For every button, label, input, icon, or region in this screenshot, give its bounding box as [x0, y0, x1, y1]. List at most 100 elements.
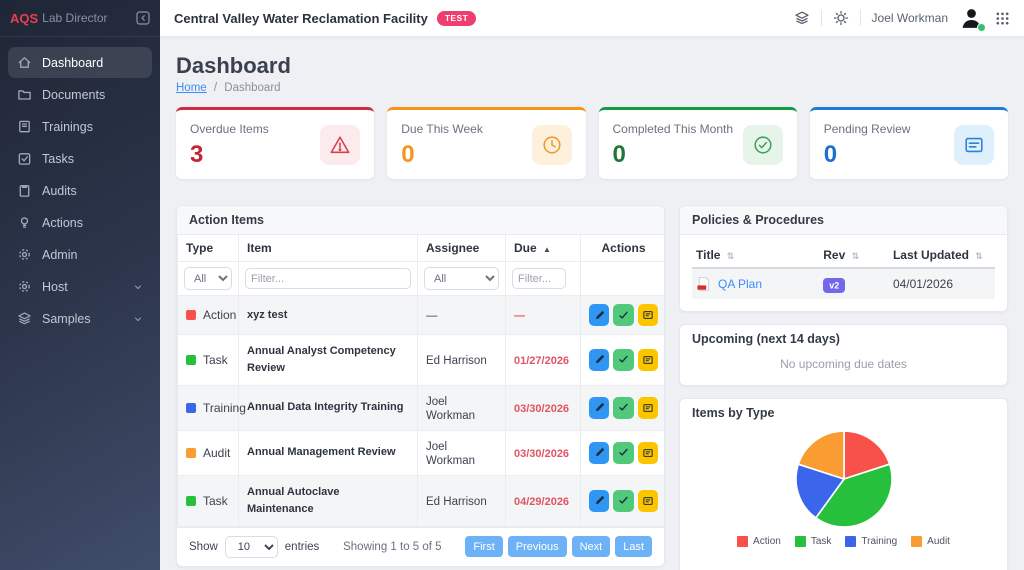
items-by-type-panel: Items by Type Action Task Training Audit [679, 398, 1008, 570]
pie-slice-task[interactable] [814, 463, 893, 528]
first-page-button[interactable]: First [465, 536, 503, 558]
pdf-file-icon [697, 276, 710, 292]
item-name: Annual Data Integrity Training [247, 401, 404, 414]
due-filter-input[interactable] [512, 268, 566, 289]
chevron-down-icon [133, 314, 143, 324]
stat-label: Pending Review [823, 122, 911, 136]
stat-card-completed: Completed This Month 0 [598, 107, 797, 179]
edit-button[interactable] [589, 441, 610, 464]
stat-label: Overdue Items [190, 122, 269, 136]
complete-button[interactable] [613, 396, 634, 419]
sidebar-item-label: Audits [42, 183, 77, 198]
table-row: QA Plan v2 04/01/2026 [692, 268, 995, 299]
notes-button[interactable] [637, 441, 658, 464]
brand-suffix: Lab Director [42, 11, 108, 25]
column-header-due[interactable]: Due ▲ [505, 235, 581, 262]
upcoming-empty-text: No upcoming due dates [780, 357, 907, 371]
edit-button[interactable] [589, 489, 610, 512]
column-header-assignee[interactable]: Assignee [417, 235, 506, 262]
sidebar-item-samples[interactable]: Samples [8, 303, 152, 334]
item-filter-input[interactable] [245, 268, 411, 289]
layers-icon[interactable] [794, 10, 810, 26]
legend-item-action[interactable]: Action [737, 536, 781, 547]
stat-value: 0 [612, 141, 626, 168]
breadcrumb-current: Dashboard [224, 82, 281, 94]
due-date: 01/27/2026 [514, 354, 570, 367]
user-avatar[interactable] [959, 6, 986, 32]
type-color-swatch [186, 310, 196, 320]
type-color-swatch [186, 447, 196, 458]
sidebar-item-audits[interactable]: Audits [8, 175, 152, 206]
sidebar-item-documents[interactable]: Documents [8, 79, 152, 110]
gear-icon [19, 249, 30, 260]
complete-button[interactable] [613, 348, 634, 371]
assignee: Joel Workman [426, 395, 475, 422]
stats-row: Overdue Items 3 Due This Week 0 [176, 107, 1008, 179]
sidebar-item-admin[interactable]: Admin [8, 239, 152, 270]
notes-button[interactable] [637, 348, 658, 371]
column-header-title[interactable]: Title ⇅ [692, 243, 820, 269]
type-label: Task [203, 352, 228, 367]
edit-button[interactable] [589, 304, 610, 326]
environment-badge: TEST [436, 10, 477, 26]
type-filter-select[interactable]: All [184, 267, 232, 290]
sidebar-item-actions[interactable]: Actions [8, 207, 152, 238]
legend-swatch [845, 536, 857, 547]
document-link[interactable]: QA Plan [718, 277, 763, 291]
complete-button[interactable] [613, 304, 634, 326]
legend-item-training[interactable]: Training [845, 536, 897, 547]
column-header-rev[interactable]: Rev ⇅ [819, 243, 889, 269]
last-updated: 04/01/2026 [892, 277, 953, 291]
pie-slice-training[interactable] [794, 463, 845, 519]
breadcrumb: Home / Dashboard [176, 82, 1008, 94]
page-size-select[interactable]: 10 [224, 535, 278, 558]
complete-button[interactable] [613, 489, 634, 512]
showing-status: Showing 1 to 5 of 5 [343, 540, 442, 553]
legend-item-task[interactable]: Task [794, 536, 831, 547]
assignee-filter-select[interactable]: All [424, 267, 499, 290]
column-header-updated[interactable]: Last Updated ⇅ [888, 243, 995, 269]
apps-grid-icon[interactable] [995, 11, 1010, 26]
pie-slice-audit[interactable] [796, 430, 845, 481]
edit-button[interactable] [589, 396, 610, 419]
stat-card-due-week: Due This Week 0 [387, 107, 586, 179]
column-header-item[interactable]: Item [238, 235, 418, 262]
notes-button[interactable] [637, 489, 658, 512]
notes-button[interactable] [637, 396, 658, 419]
type-color-swatch [186, 402, 196, 413]
entries-label: entries [284, 540, 320, 553]
column-header-actions: Actions [580, 235, 664, 262]
upcoming-title: Upcoming (next 14 days) [680, 325, 1007, 353]
check-square-icon [18, 153, 31, 165]
last-page-button[interactable]: Last [615, 536, 652, 558]
stat-value: 0 [401, 141, 415, 168]
online-status-dot [977, 22, 986, 32]
table-row: Audit Annual Management Review Joel Work… [177, 430, 664, 476]
sidebar-collapse-icon[interactable] [136, 11, 150, 25]
card-text-icon [954, 124, 994, 165]
item-name: Annual Autoclave Maintenance [247, 485, 340, 515]
sidebar-item-host[interactable]: Host [8, 271, 152, 302]
table-row: Task Annual Autoclave Maintenance Ed Har… [177, 475, 664, 527]
sidebar-item-trainings[interactable]: Trainings [8, 111, 152, 142]
legend-item-audit[interactable]: Audit [911, 536, 950, 547]
action-items-panel: Action Items Type Item Assignee Due ▲ Ac [176, 205, 665, 567]
complete-button[interactable] [613, 441, 634, 464]
column-header-type[interactable]: Type [177, 235, 239, 262]
previous-page-button[interactable]: Previous [507, 536, 567, 558]
breadcrumb-home-link[interactable]: Home [176, 82, 207, 94]
lightbulb-icon [20, 217, 29, 228]
sidebar-item-label: Samples [42, 311, 91, 326]
edit-button[interactable] [589, 348, 610, 371]
sidebar-item-dashboard[interactable]: Dashboard [8, 47, 152, 78]
stat-card-pending: Pending Review 0 [809, 107, 1008, 179]
next-page-button[interactable]: Next [571, 536, 611, 558]
table-row: Training Annual Data Integrity Training … [177, 385, 664, 431]
notes-button[interactable] [637, 304, 658, 326]
assignee: Ed Harrison [426, 495, 487, 508]
theme-toggle-sun-icon[interactable] [833, 10, 849, 26]
type-label: Training [203, 400, 246, 415]
sidebar-item-label: Actions [42, 215, 83, 230]
sidebar-item-tasks[interactable]: Tasks [8, 143, 152, 174]
stat-value: 0 [823, 141, 838, 168]
